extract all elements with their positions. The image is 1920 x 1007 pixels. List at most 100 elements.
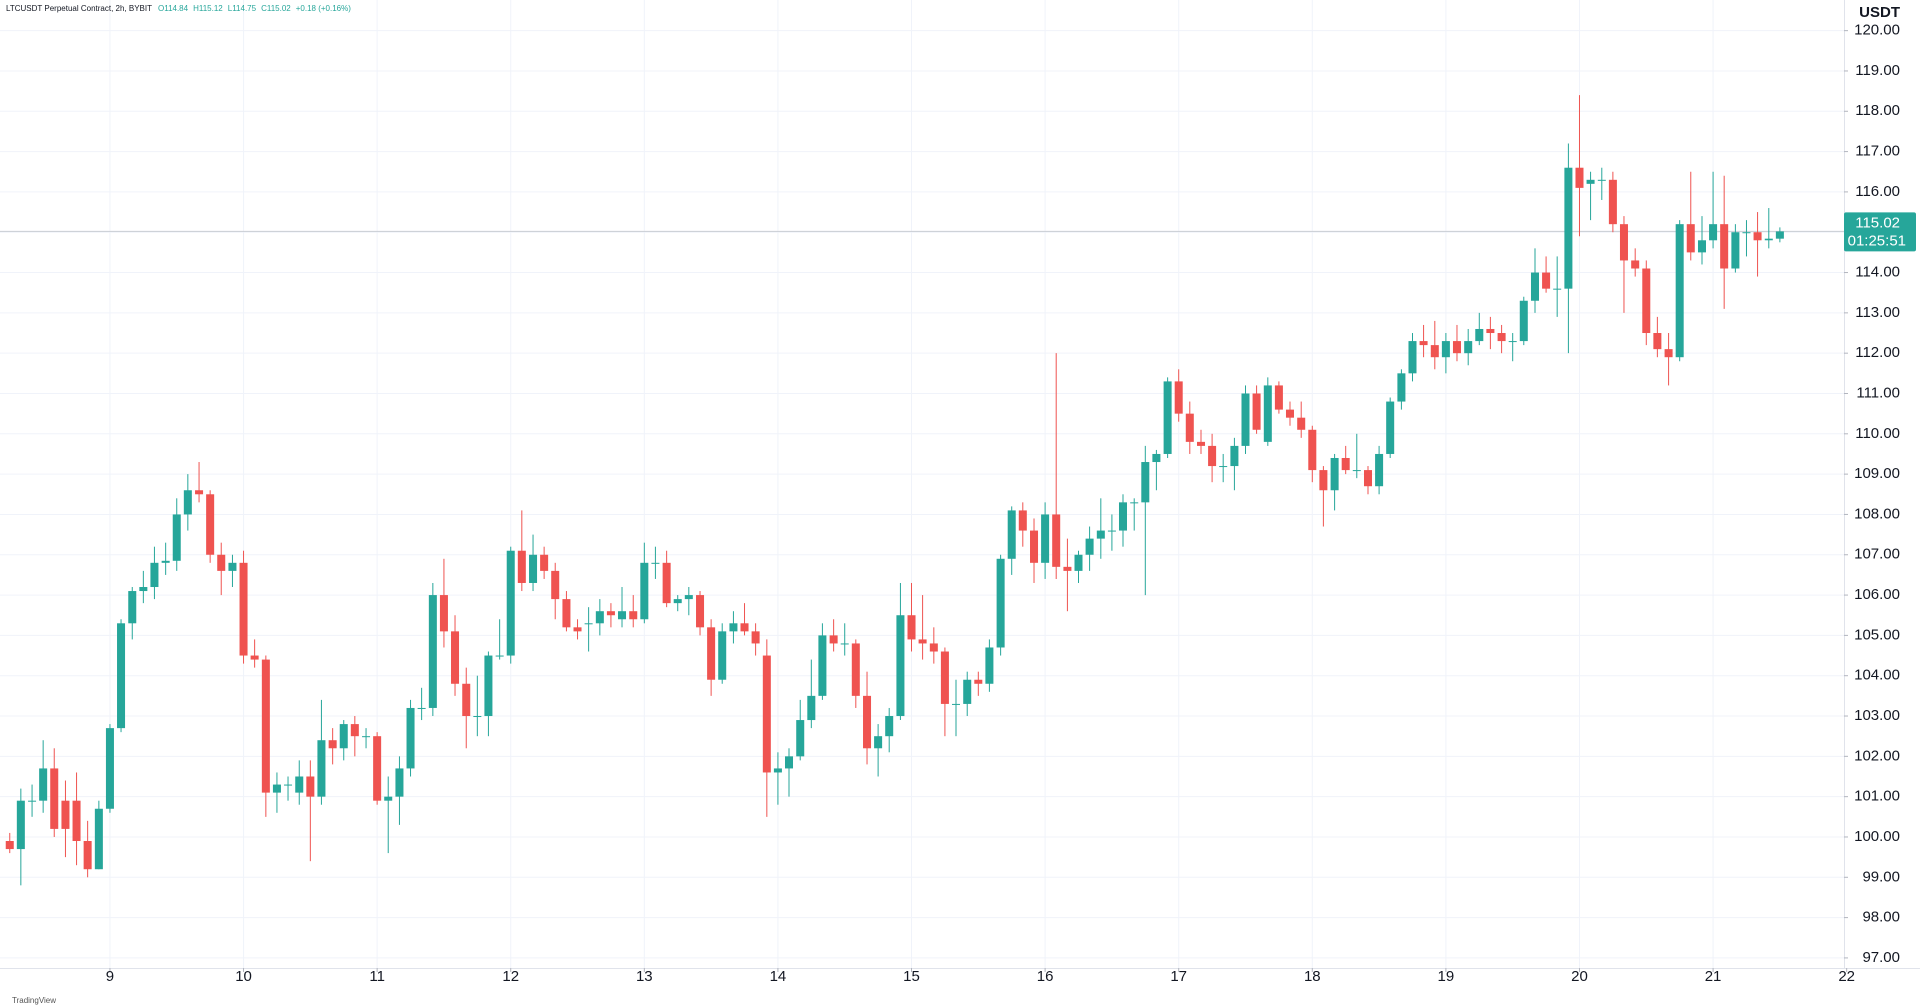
candle-body	[1664, 349, 1673, 358]
candle-body	[1764, 238, 1773, 241]
candle-body	[1141, 462, 1150, 503]
x-tick-label: 21	[1705, 968, 1722, 985]
candle-body	[629, 611, 638, 620]
candle-body	[840, 643, 849, 645]
candle-body	[1030, 530, 1039, 563]
y-tick-label: 117.00	[1855, 143, 1900, 160]
candle-body	[1452, 341, 1461, 354]
y-tick-label: 118.00	[1855, 102, 1900, 119]
candle-body	[183, 490, 192, 515]
candle-body	[284, 784, 293, 786]
candle-body	[1041, 514, 1050, 563]
candle-body	[1564, 167, 1573, 289]
candle-body	[50, 768, 59, 829]
candle-body	[1219, 466, 1228, 468]
candle-body	[1074, 554, 1083, 571]
legend-value: L114.75	[228, 4, 257, 13]
candle-body	[863, 695, 872, 749]
candle-body	[885, 716, 894, 737]
y-tick-label: 99.00	[1862, 868, 1900, 885]
candle-body	[1352, 470, 1361, 472]
candle-body	[718, 631, 727, 680]
candle-body	[1330, 457, 1339, 491]
candle-body	[540, 554, 549, 571]
legend-value: O114.84	[158, 4, 189, 13]
candle-body	[1408, 341, 1417, 374]
x-tick-label: 13	[636, 968, 653, 985]
candle-body	[373, 736, 382, 801]
candle-body	[1508, 341, 1517, 343]
candle-body	[1285, 409, 1294, 418]
candle-body	[139, 587, 148, 592]
candle-body	[651, 562, 660, 564]
candle-body	[606, 611, 615, 616]
candle-body	[328, 740, 337, 749]
candle-body	[39, 768, 48, 801]
axes: 97.00 98.00 99.00 100.00 101.00 102.00 103.00 1…	[106, 22, 1916, 985]
candle-body	[384, 796, 393, 801]
candle-body	[317, 740, 326, 797]
candle-body	[1319, 470, 1328, 491]
candle-body	[306, 776, 315, 797]
candle-body	[918, 639, 927, 644]
candle-body	[1486, 328, 1495, 334]
candle-body	[1419, 341, 1428, 346]
candle-body	[239, 562, 248, 656]
candle-body	[1742, 232, 1751, 234]
candle-body	[1675, 224, 1684, 358]
candle-body	[1197, 441, 1206, 446]
candle-body	[1007, 510, 1016, 559]
candle-body	[796, 720, 805, 757]
x-tick-label: 22	[1838, 968, 1855, 985]
candle-body	[28, 800, 37, 802]
x-tick-label: 19	[1438, 968, 1455, 985]
candle-body	[985, 647, 994, 684]
candle-body	[1709, 224, 1718, 241]
candle-body	[1230, 445, 1239, 467]
candle-body	[1597, 179, 1606, 181]
x-tick-label: 14	[770, 968, 787, 985]
candle-body	[807, 695, 816, 721]
candle-body	[206, 494, 215, 555]
grid	[0, 0, 1848, 968]
candle-body	[929, 643, 938, 652]
candle-body	[640, 562, 649, 620]
candle-body	[250, 655, 259, 660]
candle-body	[1631, 260, 1640, 269]
candle-body	[1241, 393, 1250, 446]
candle-body	[1375, 453, 1384, 487]
candle-body	[395, 768, 404, 797]
candle-body	[1619, 224, 1628, 261]
candle-body	[1085, 538, 1094, 555]
candle-body	[740, 623, 749, 632]
candle-body	[1497, 333, 1506, 342]
candle-body	[940, 651, 949, 704]
candle-body	[963, 679, 972, 704]
candle-body	[1475, 328, 1484, 342]
candle-body	[217, 554, 226, 571]
legend-value: H115.12	[193, 4, 223, 13]
x-tick-label: 9	[106, 968, 114, 985]
y-tick-label: 107.00	[1854, 546, 1900, 563]
candle-body	[896, 615, 905, 717]
candle-body	[1386, 401, 1395, 454]
candle-body	[150, 562, 159, 588]
candle-body	[72, 800, 81, 842]
candle-body	[662, 562, 671, 604]
candle-body	[1542, 272, 1551, 289]
candle-body	[907, 615, 916, 640]
candle-body	[1586, 179, 1595, 184]
candle-body	[1152, 453, 1161, 463]
x-tick-label: 11	[369, 968, 385, 985]
candle-body	[1297, 417, 1306, 430]
candle-body	[1130, 502, 1139, 504]
candle-body	[362, 736, 371, 738]
candle-body	[996, 558, 1005, 648]
candle-body	[506, 550, 515, 656]
y-tick-label: 106.00	[1854, 586, 1900, 603]
footer-brand: TradingView	[12, 996, 56, 1005]
candle-body	[1397, 373, 1406, 402]
candle-body	[105, 728, 114, 809]
candle-body	[974, 679, 983, 684]
